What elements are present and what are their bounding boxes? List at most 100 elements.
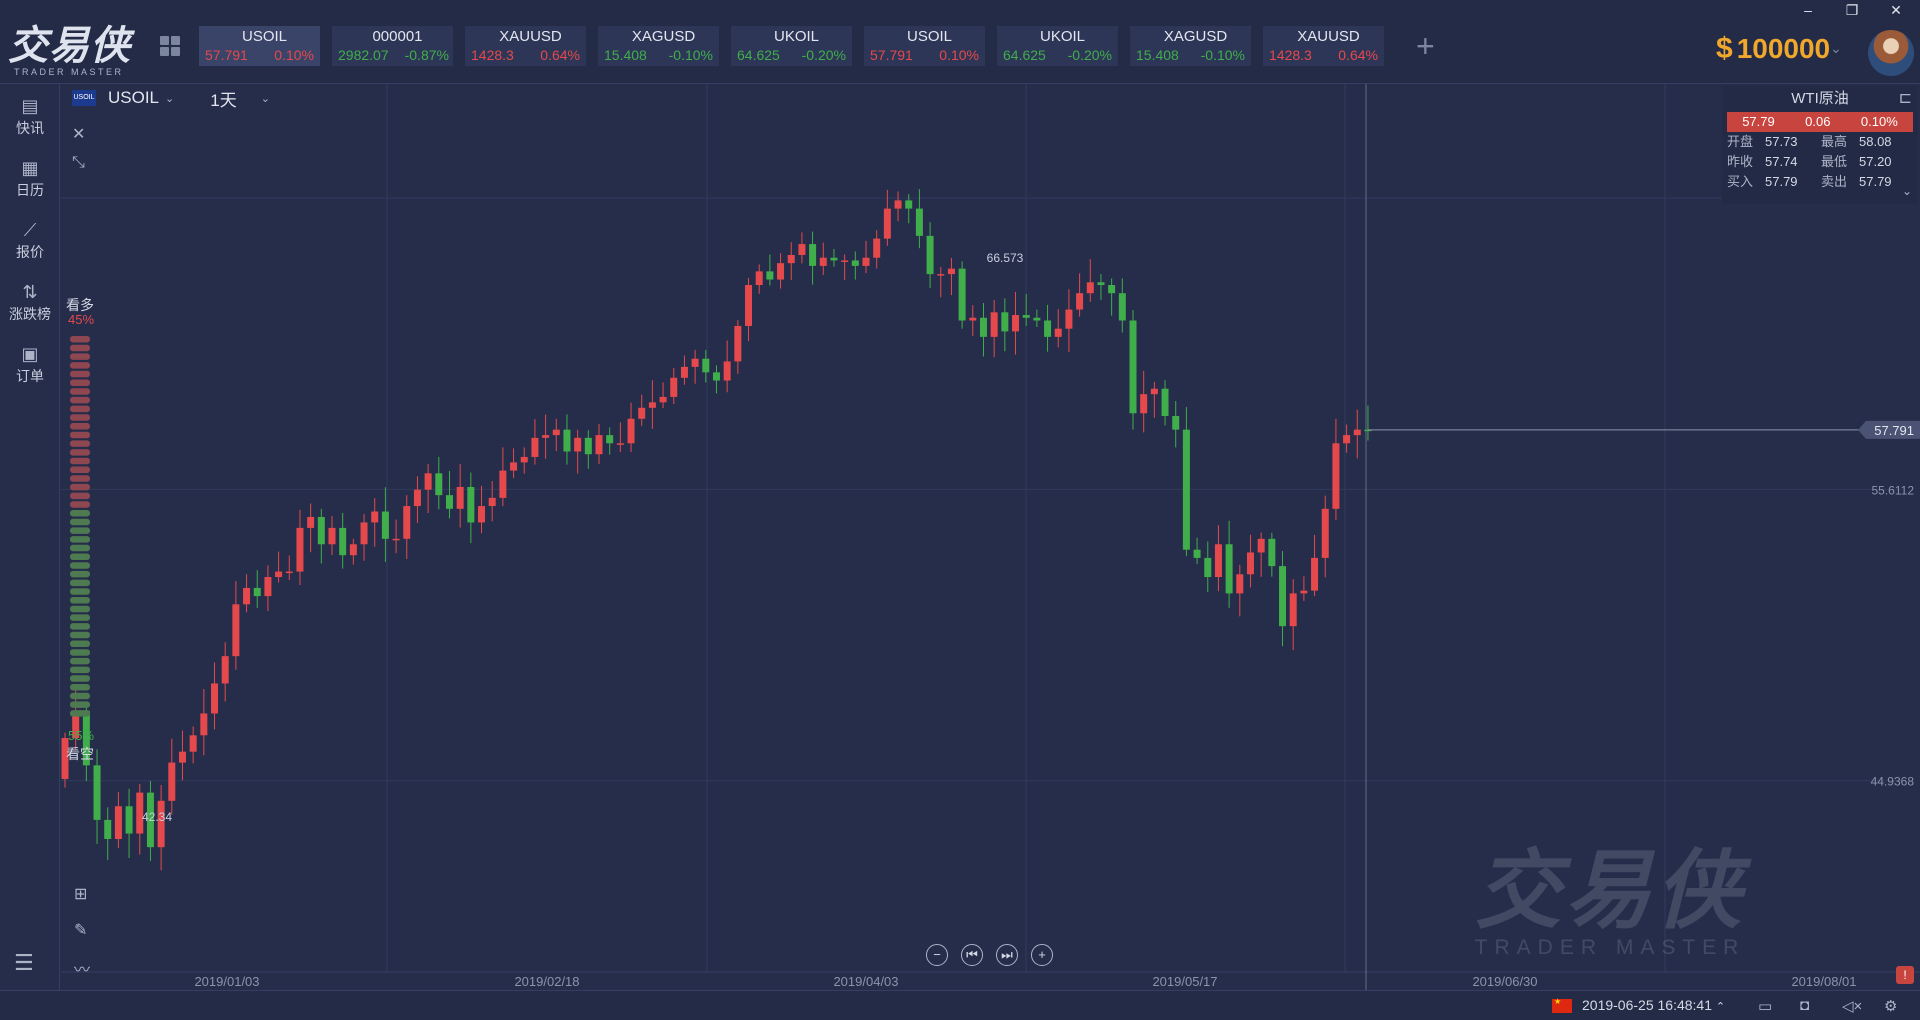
info-value: 57.74 bbox=[1765, 154, 1798, 169]
bear-segment bbox=[70, 544, 90, 552]
alert-icon[interactable]: ! bbox=[1896, 966, 1914, 984]
chevron-up-icon[interactable]: ⌃ bbox=[1715, 1001, 1726, 1013]
candle bbox=[488, 497, 496, 507]
chevron-down-icon[interactable]: ⌄ bbox=[165, 92, 175, 105]
avatar[interactable] bbox=[1868, 30, 1914, 76]
bear-segment bbox=[70, 588, 90, 595]
settings-gear-icon[interactable]: ⚙ bbox=[1884, 998, 1898, 1015]
currency-symbol: $ bbox=[1716, 32, 1733, 65]
info-value: 57.79 bbox=[1859, 174, 1892, 189]
indicator-icon[interactable]: ⊞ bbox=[74, 886, 88, 903]
window-icon[interactable]: ▭ bbox=[1758, 998, 1773, 1015]
candle bbox=[830, 257, 838, 261]
ticker-symbol: UKOIL bbox=[773, 28, 819, 45]
bear-segment bbox=[70, 640, 90, 647]
close-icon[interactable]: ✕ bbox=[72, 126, 86, 143]
symbol-selector[interactable]: USOIL bbox=[108, 88, 160, 107]
sidebar-item-orders[interactable]: ▣ 订单 bbox=[0, 332, 60, 390]
watermark-subtext: TRADER MASTER bbox=[1474, 936, 1746, 959]
sidebar-item-calendar[interactable]: ▦ 日历 bbox=[0, 146, 60, 204]
ticker-000001[interactable]: 000001 2982.07 -0.87% bbox=[332, 26, 453, 66]
price-change: 0.06 bbox=[1805, 114, 1831, 129]
candle bbox=[435, 473, 443, 496]
bull-segment bbox=[70, 431, 90, 439]
add-symbol-button[interactable]: + bbox=[1416, 28, 1435, 64]
candle bbox=[1097, 282, 1105, 286]
sidebar-item-news[interactable]: ▤ 快讯 bbox=[0, 84, 60, 142]
mute-icon[interactable]: ◁× bbox=[1842, 998, 1863, 1015]
ticker-usoil[interactable]: USOIL 57.791 0.10% bbox=[199, 26, 320, 66]
ticker-change: 0.10% bbox=[274, 47, 314, 63]
candle bbox=[1033, 317, 1041, 321]
candle bbox=[168, 762, 176, 801]
bear-segment bbox=[70, 570, 90, 578]
candle bbox=[1118, 293, 1126, 321]
drawing-tool-icon[interactable]: ✎ bbox=[74, 922, 88, 939]
sidebar-item-movers[interactable]: ⇅ 涨跌榜 bbox=[0, 270, 60, 328]
ticker-xagusd[interactable]: XAGUSD 15.408 -0.10% bbox=[1130, 26, 1251, 66]
candle bbox=[841, 260, 849, 262]
chevron-down-icon[interactable]: ⌄ bbox=[1901, 184, 1912, 198]
account-balance[interactable]: $100000 bbox=[1716, 32, 1830, 66]
panel-toggle-icon[interactable]: ⊏ bbox=[1898, 90, 1912, 107]
x-tick-label: 2019/04/03 bbox=[833, 974, 898, 989]
candle bbox=[723, 361, 731, 381]
news-icon: ▤ bbox=[21, 96, 39, 116]
zoom-out-button[interactable]: − bbox=[926, 944, 948, 966]
menu-icon[interactable]: ☰ bbox=[14, 950, 34, 975]
candle bbox=[905, 200, 913, 209]
info-key: 买入 bbox=[1727, 174, 1754, 189]
candle bbox=[926, 235, 934, 275]
sidebar-item-quotes[interactable]: ⟋ 报价 bbox=[0, 208, 60, 266]
datetime-text: 2019-06-25 16:48:41 bbox=[1582, 997, 1712, 1013]
bear-segment bbox=[70, 553, 90, 560]
candle bbox=[1225, 544, 1233, 594]
candle bbox=[317, 516, 325, 545]
scroll-end-button[interactable]: ⏭ bbox=[996, 944, 1018, 966]
chart-header: USOIL USOIL ⌄ 1天 ⌄ bbox=[72, 86, 306, 110]
sidebar-item-label: 涨跌榜 bbox=[9, 306, 51, 322]
bear-segment bbox=[70, 562, 90, 569]
chevron-down-icon[interactable]: ⌄ bbox=[1830, 40, 1842, 56]
chevron-down-icon[interactable]: ⌄ bbox=[260, 92, 270, 105]
minimize-button[interactable]: – bbox=[1804, 2, 1812, 18]
candle bbox=[93, 765, 101, 820]
ticker-xauusd[interactable]: XAUUSD 1428.3 0.64% bbox=[465, 26, 586, 66]
quote-info-panel: ⊏ WTI原油 57.79 0.06 0.10% 开盘 57.73 最高 58.08 昨… bbox=[1722, 86, 1918, 204]
candle bbox=[189, 735, 197, 752]
candle bbox=[1054, 328, 1062, 337]
candle bbox=[1236, 574, 1244, 594]
ticker-xauusd[interactable]: XAUUSD 1428.3 0.64% bbox=[1263, 26, 1384, 66]
ticker-change: -0.20% bbox=[1067, 47, 1112, 63]
bull-segment bbox=[70, 396, 90, 404]
zoom-in-button[interactable]: + bbox=[1031, 944, 1053, 966]
ticker-price: 15.408 bbox=[1136, 47, 1179, 63]
info-key: 卖出 bbox=[1821, 174, 1848, 189]
candlestick-chart[interactable]: 66.285655.611244.93682019/01/032019/02/1… bbox=[61, 84, 1920, 990]
restore-button[interactable]: ❐ bbox=[1845, 2, 1859, 18]
close-button[interactable]: ✕ bbox=[1890, 2, 1902, 18]
candle bbox=[1364, 429, 1372, 432]
bear-segment bbox=[70, 510, 90, 517]
period-selector[interactable]: 1天 bbox=[210, 90, 237, 110]
collapse-icon[interactable]: ⤡ bbox=[72, 154, 85, 171]
ticker-symbol: XAGUSD bbox=[631, 28, 696, 45]
candle bbox=[1204, 557, 1212, 578]
ticker-usoil[interactable]: USOIL 57.791 0.10% bbox=[864, 26, 985, 66]
oscillator-icon[interactable]: 〰 bbox=[74, 962, 91, 979]
ticker-ukoil[interactable]: UKOIL 64.625 -0.20% bbox=[731, 26, 852, 66]
camera-icon[interactable]: ◘ bbox=[1800, 997, 1810, 1014]
bull-segment bbox=[70, 388, 90, 395]
candle bbox=[616, 443, 624, 445]
scroll-start-button[interactable]: ⏮ bbox=[961, 944, 983, 966]
bear-segment bbox=[70, 675, 90, 682]
ticker-ukoil[interactable]: UKOIL 64.625 -0.20% bbox=[997, 26, 1118, 66]
candle bbox=[1289, 593, 1297, 627]
candle bbox=[702, 358, 710, 373]
apps-grid-icon[interactable] bbox=[160, 36, 180, 56]
bear-segment bbox=[70, 649, 90, 656]
ticker-symbol: XAUUSD bbox=[1297, 28, 1360, 45]
candle bbox=[1044, 320, 1052, 337]
ticker-xagusd[interactable]: XAGUSD 15.408 -0.10% bbox=[598, 26, 719, 66]
candle bbox=[979, 317, 987, 337]
